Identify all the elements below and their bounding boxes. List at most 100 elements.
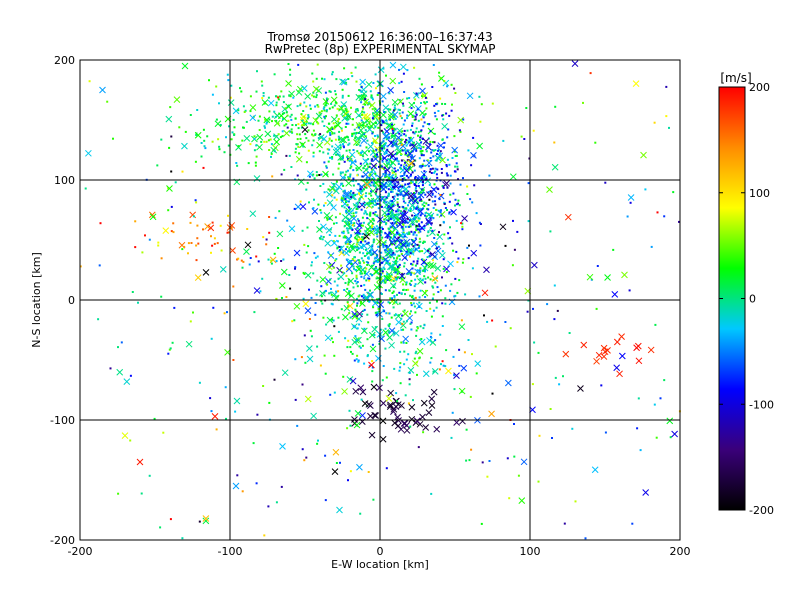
data-point — [408, 200, 411, 202]
data-point — [328, 292, 331, 295]
data-point — [451, 411, 454, 414]
data-point — [413, 357, 416, 360]
data-point — [357, 238, 360, 241]
data-point-cross — [520, 458, 528, 466]
data-point — [422, 189, 425, 191]
data-point — [405, 342, 408, 344]
data-point — [363, 261, 365, 264]
data-point-cross — [382, 256, 390, 263]
data-point — [386, 273, 389, 276]
data-point — [435, 276, 438, 279]
data-point — [390, 161, 393, 164]
data-point — [426, 147, 429, 149]
data-point — [421, 149, 424, 152]
data-point — [318, 111, 321, 114]
data-point-cross — [315, 112, 323, 120]
data-point — [427, 165, 430, 168]
data-point — [451, 157, 454, 159]
data-point — [350, 222, 353, 225]
data-point — [354, 237, 357, 240]
data-point — [351, 352, 354, 355]
data-point — [204, 147, 207, 150]
data-point — [456, 261, 459, 264]
data-point — [349, 192, 352, 195]
data-point — [424, 296, 427, 298]
data-point — [445, 112, 448, 115]
data-point — [375, 314, 378, 317]
data-point — [331, 194, 334, 197]
data-point — [406, 117, 409, 120]
data-point — [401, 149, 404, 152]
data-point — [170, 135, 173, 138]
data-point — [352, 177, 355, 180]
data-point — [636, 427, 639, 430]
data-point — [440, 171, 443, 174]
data-point — [385, 201, 388, 204]
data-point — [423, 268, 426, 271]
data-point — [378, 310, 381, 313]
data-point — [428, 170, 431, 173]
data-point — [389, 217, 392, 220]
data-point — [312, 151, 315, 154]
data-point — [227, 144, 230, 147]
data-point — [398, 82, 401, 85]
data-point — [328, 122, 331, 125]
data-point — [409, 273, 412, 276]
data-point — [345, 149, 348, 152]
data-point — [409, 160, 412, 163]
data-point — [320, 285, 323, 288]
data-point — [334, 259, 337, 262]
data-point — [235, 162, 238, 164]
data-point-cross — [618, 333, 625, 340]
data-point — [372, 238, 375, 241]
data-point — [342, 230, 345, 233]
data-point — [338, 154, 341, 157]
data-point — [355, 243, 358, 246]
data-point — [350, 190, 352, 193]
data-point — [431, 229, 434, 232]
data-point — [352, 300, 355, 303]
data-point-cross — [390, 132, 397, 140]
data-point — [372, 82, 375, 84]
data-point — [427, 230, 430, 233]
data-point — [463, 351, 466, 354]
data-point — [437, 149, 439, 152]
data-point — [400, 277, 403, 280]
data-point — [291, 124, 294, 126]
data-point — [388, 218, 391, 221]
data-point — [300, 113, 303, 116]
data-point — [383, 220, 386, 223]
data-point — [403, 207, 406, 210]
data-point — [202, 166, 205, 169]
data-point — [356, 201, 359, 204]
data-point — [391, 171, 394, 174]
data-point-cross — [379, 417, 387, 425]
data-point — [458, 348, 461, 351]
data-point-cross — [408, 101, 416, 109]
data-point — [403, 165, 405, 168]
data-point — [347, 169, 349, 172]
data-point — [435, 103, 438, 106]
data-point — [371, 117, 374, 120]
data-point — [423, 240, 426, 243]
data-point — [351, 132, 354, 135]
data-point — [356, 245, 359, 248]
data-point-cross — [377, 301, 385, 309]
data-point-cross — [341, 388, 348, 395]
data-point — [458, 204, 461, 207]
data-point — [329, 278, 332, 281]
data-point — [369, 273, 372, 275]
data-point — [236, 258, 239, 261]
data-point — [315, 94, 318, 97]
data-point — [362, 252, 365, 255]
data-point — [313, 252, 316, 255]
data-point — [327, 152, 330, 155]
data-point — [397, 160, 400, 163]
data-point — [312, 173, 315, 176]
data-point — [318, 237, 321, 240]
data-point — [169, 106, 172, 109]
data-point — [350, 196, 353, 199]
data-point — [402, 328, 405, 331]
data-point — [450, 283, 453, 286]
data-point — [420, 227, 423, 230]
